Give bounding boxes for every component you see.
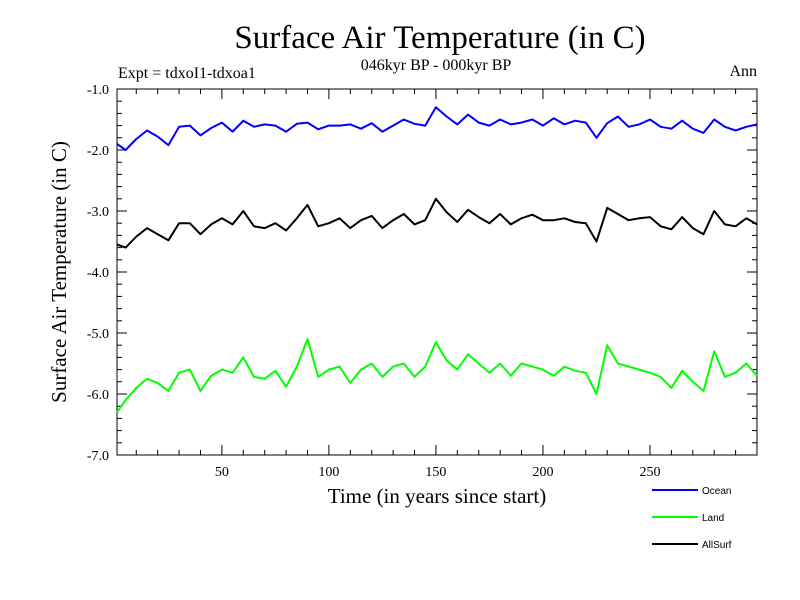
legend-label-land: Land: [702, 513, 724, 524]
chart-subtitle: 046kyr BP - 000kyr BP: [361, 57, 512, 74]
axis-ticks: [117, 88, 757, 456]
series-line-ocean: [116, 106, 758, 151]
y-tick-label: -1.0: [87, 83, 109, 98]
series-line-land: [116, 338, 758, 413]
x-axis-label: Time (in years since start): [328, 484, 547, 508]
y-tick-label: -7.0: [87, 449, 109, 464]
season-label: Ann: [729, 63, 757, 80]
legend: Ocean Land AllSurf: [652, 486, 732, 551]
x-tick-labels: 50 100 150 200 250: [215, 465, 661, 480]
legend-label-allsurf: AllSurf: [702, 540, 732, 551]
chart-title: Surface Air Temperature (in C): [234, 20, 645, 56]
plot-frame: [116, 88, 758, 456]
experiment-label: Expt = tdxoI1-tdxoa1: [118, 65, 256, 82]
x-tick-label: 200: [532, 465, 553, 480]
x-tick-label: 50: [215, 465, 229, 480]
y-tick-label: -3.0: [87, 205, 109, 220]
y-tick-label: -2.0: [87, 144, 109, 159]
y-axis-label: Surface Air Temperature (in C): [47, 141, 71, 403]
legend-label-ocean: Ocean: [702, 486, 731, 497]
x-tick-label: 100: [318, 465, 339, 480]
y-tick-label: -4.0: [87, 266, 109, 281]
y-tick-label: -6.0: [87, 388, 109, 403]
series-lines: [116, 106, 758, 413]
y-tick-labels: -7.0 -6.0 -5.0 -4.0 -3.0 -2.0 -1.0: [87, 83, 109, 464]
x-tick-label: 150: [425, 465, 446, 480]
x-tick-label: 250: [639, 465, 660, 480]
y-tick-label: -5.0: [87, 327, 109, 342]
series-line-allsurf: [116, 197, 758, 249]
